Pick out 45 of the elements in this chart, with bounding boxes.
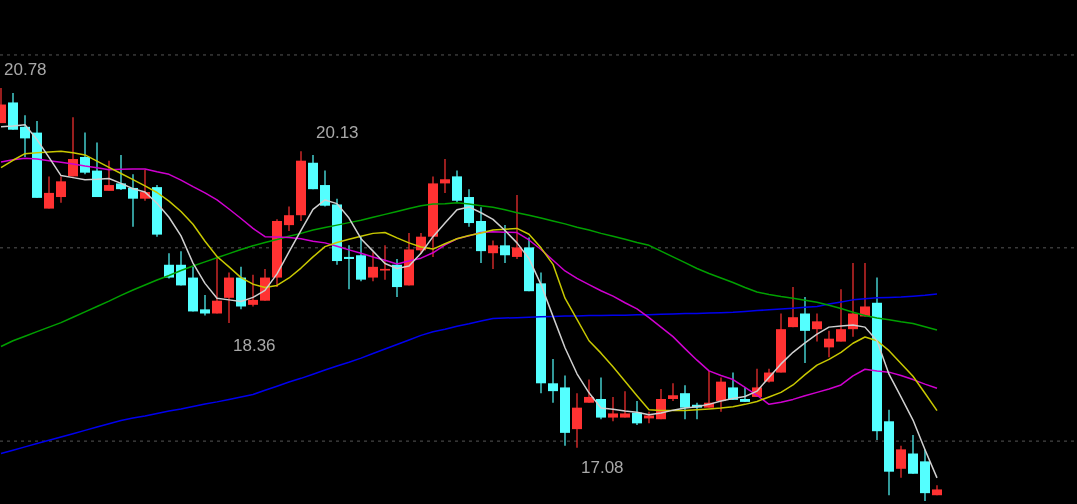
candlestick: [68, 116, 78, 177]
candlestick: [212, 256, 222, 315]
candlestick: [224, 272, 234, 324]
candlestick: [632, 400, 642, 426]
candlestick: [860, 262, 870, 317]
candlestick: [728, 371, 738, 401]
candlestick: [836, 288, 846, 343]
annotation: 18.36: [233, 336, 276, 355]
candlestick: [104, 160, 114, 192]
candlestick: [908, 434, 918, 475]
candlestick: [824, 330, 834, 358]
candlestick: [584, 378, 594, 404]
candlestick: [800, 296, 810, 364]
candlestick: [788, 286, 798, 328]
candlestick: [668, 382, 678, 402]
annotation: 17.08: [581, 458, 624, 477]
candlestick: [56, 175, 66, 204]
candlestick: [320, 170, 330, 208]
candlestick: [368, 251, 378, 282]
candlestick: [44, 175, 54, 210]
candlestick: [608, 396, 618, 422]
candlestick: [344, 244, 354, 290]
annotation: 20.13: [316, 123, 359, 142]
candlestick: [896, 445, 906, 479]
candlestick: [80, 132, 90, 175]
candlestick: [200, 294, 210, 317]
candlestick: [392, 258, 402, 298]
candlestick: [548, 358, 558, 404]
candlestick: [284, 205, 294, 232]
candlestick: [440, 158, 450, 194]
candlestick: [716, 376, 726, 413]
text: 20.78: [4, 60, 47, 79]
candlestick: [488, 239, 498, 270]
candlestick: [572, 392, 582, 449]
candlestick: [248, 274, 258, 308]
candlestick: [380, 244, 390, 281]
candlestick: [848, 262, 858, 338]
candlestick: [500, 224, 510, 264]
candlestick: [680, 384, 690, 420]
candlestick: [812, 312, 822, 343]
candlestick: [128, 173, 138, 228]
candlestick: [620, 390, 630, 419]
candlestick: [512, 194, 522, 260]
candlestick: [740, 386, 750, 403]
candlestick: [596, 376, 606, 420]
